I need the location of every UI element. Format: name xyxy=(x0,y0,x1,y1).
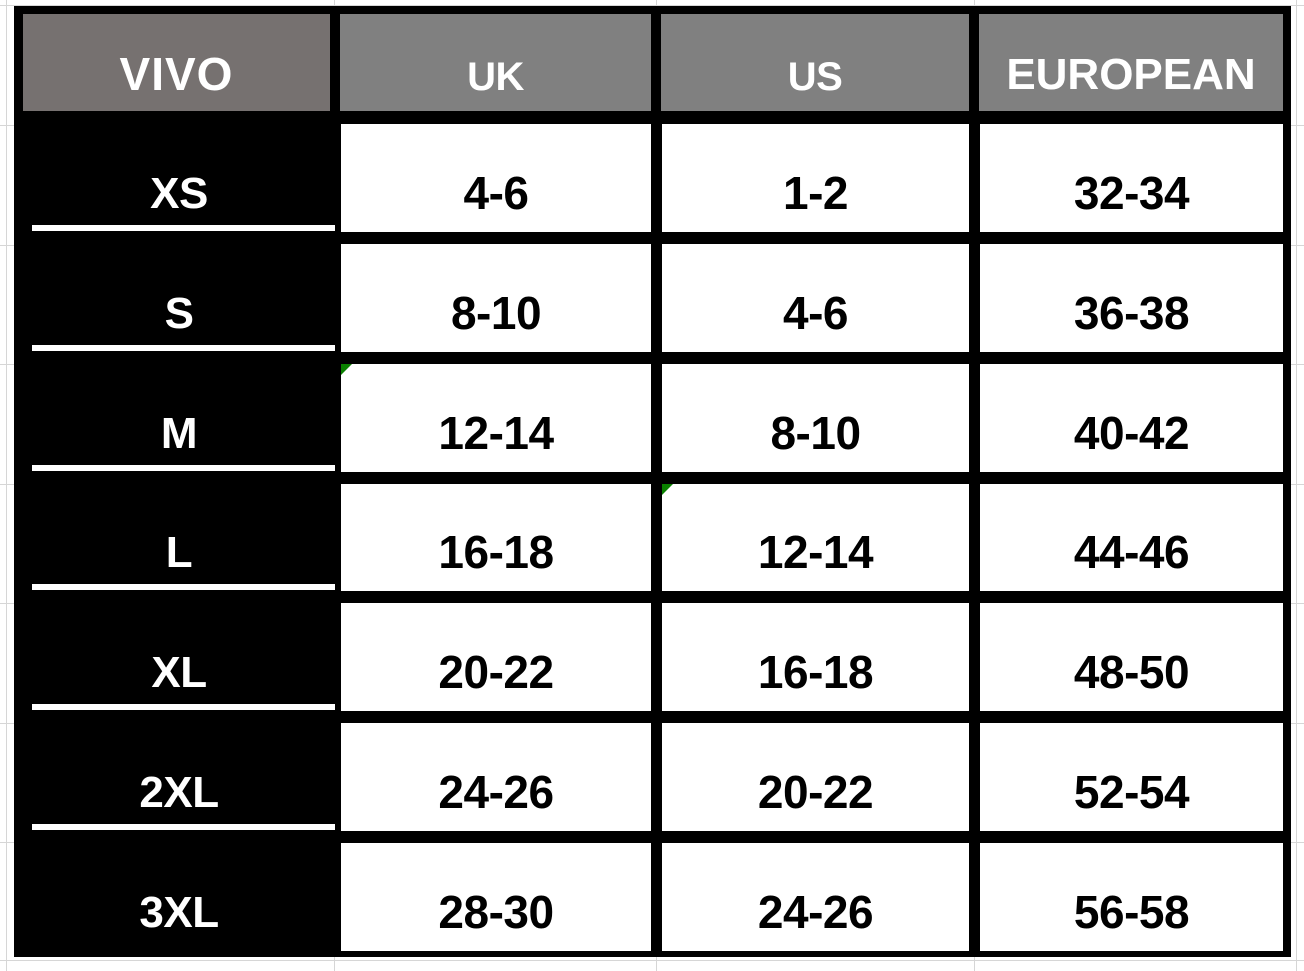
value-text: 52-54 xyxy=(1073,766,1190,819)
value-text: 48-50 xyxy=(1073,646,1190,699)
value-cell-us: 20-22 xyxy=(656,717,974,838)
table-row: M 12-14 8-10 40-42 xyxy=(14,357,1291,478)
sheet-gridline-horizontal xyxy=(0,960,1304,961)
value-text: 20-22 xyxy=(757,766,874,819)
size-label: XS xyxy=(150,168,208,218)
value-cell-uk: 24-26 xyxy=(335,717,656,838)
column-header-vivo: VIVO xyxy=(14,6,335,118)
table-row: 2XL 24-26 20-22 52-54 xyxy=(14,717,1291,838)
size-label-cell: XS xyxy=(14,118,335,238)
value-cell-us: 12-14 xyxy=(656,477,974,598)
value-text: 16-18 xyxy=(438,526,554,579)
table-row: 3XL 28-30 24-26 56-58 xyxy=(14,837,1291,958)
value-text: 28-30 xyxy=(438,886,554,939)
value-cell-european: 36-38 xyxy=(974,237,1291,358)
size-conversion-table: VIVO UK US EUROPEAN XS 4-6 1-2 32-34 S 8… xyxy=(14,6,1291,958)
value-cell-european: 52-54 xyxy=(974,717,1291,838)
value-cell-uk: 12-14 xyxy=(335,357,656,478)
sheet-gridline-vertical xyxy=(6,0,7,971)
value-cell-european: 56-58 xyxy=(974,837,1291,958)
column-header-european: EUROPEAN xyxy=(974,6,1291,118)
size-cell-underline xyxy=(32,704,335,711)
value-text: 1-2 xyxy=(783,166,848,219)
value-cell-uk: 28-30 xyxy=(335,837,656,958)
size-label: 2XL xyxy=(139,768,219,818)
value-cell-uk: 16-18 xyxy=(335,477,656,598)
size-label: 3XL xyxy=(139,888,219,938)
value-cell-uk: 4-6 xyxy=(335,118,656,238)
table-header-row: VIVO UK US EUROPEAN xyxy=(14,6,1291,118)
value-cell-european: 44-46 xyxy=(974,477,1291,598)
size-label-cell: 3XL xyxy=(14,837,335,958)
sheet-gridline-vertical xyxy=(1296,0,1297,971)
table-row: L 16-18 12-14 44-46 xyxy=(14,477,1291,598)
size-label: XL xyxy=(151,648,207,698)
value-cell-us: 1-2 xyxy=(656,118,974,238)
value-text: 8-10 xyxy=(450,286,542,339)
size-label-cell: L xyxy=(14,477,335,598)
size-label: S xyxy=(164,288,194,338)
table-row: XS 4-6 1-2 32-34 xyxy=(14,118,1291,238)
value-cell-european: 48-50 xyxy=(974,597,1291,718)
value-cell-european: 32-34 xyxy=(974,118,1291,238)
column-header-label: US xyxy=(787,55,843,99)
value-text: 44-46 xyxy=(1073,526,1190,579)
value-cell-european: 40-42 xyxy=(974,357,1291,478)
value-text: 8-10 xyxy=(770,406,861,459)
value-cell-us: 8-10 xyxy=(656,357,974,478)
value-text: 12-14 xyxy=(438,406,554,459)
size-cell-underline xyxy=(32,464,335,471)
column-header-uk: UK xyxy=(335,6,656,118)
value-text: 24-26 xyxy=(757,886,874,939)
value-text: 16-18 xyxy=(757,646,874,699)
value-text: 24-26 xyxy=(438,766,554,819)
value-text: 56-58 xyxy=(1073,886,1190,939)
column-header-label: UK xyxy=(467,55,524,99)
comment-marker-icon xyxy=(662,483,673,495)
column-header-label: EUROPEAN xyxy=(1006,50,1256,99)
value-text: 4-6 xyxy=(783,286,848,339)
size-cell-underline xyxy=(32,224,335,231)
comment-marker-icon xyxy=(341,363,352,375)
size-label-cell: M xyxy=(14,357,335,478)
value-text: 12-14 xyxy=(757,526,874,579)
sheet-gridline-horizontal xyxy=(0,5,1304,6)
table-row: S 8-10 4-6 36-38 xyxy=(14,237,1291,358)
value-cell-us: 4-6 xyxy=(656,237,974,358)
value-text: 4-6 xyxy=(463,166,529,219)
size-label: M xyxy=(160,408,198,458)
size-label-cell: 2XL xyxy=(14,717,335,838)
value-cell-us: 24-26 xyxy=(656,837,974,958)
value-cell-us: 16-18 xyxy=(656,597,974,718)
size-cell-underline xyxy=(32,584,335,591)
size-label-cell: XL xyxy=(14,597,335,718)
value-cell-uk: 20-22 xyxy=(335,597,656,718)
value-text: 40-42 xyxy=(1073,406,1190,459)
size-cell-underline xyxy=(32,344,335,351)
size-label-cell: S xyxy=(14,237,335,358)
value-text: 36-38 xyxy=(1073,286,1190,339)
size-cell-underline xyxy=(32,824,335,831)
column-header-label: VIVO xyxy=(119,48,234,100)
column-header-us: US xyxy=(656,6,974,118)
table-row: XL 20-22 16-18 48-50 xyxy=(14,597,1291,718)
size-label: L xyxy=(165,528,193,578)
value-text: 20-22 xyxy=(438,646,554,699)
value-text: 32-34 xyxy=(1073,166,1190,219)
value-cell-uk: 8-10 xyxy=(335,237,656,358)
